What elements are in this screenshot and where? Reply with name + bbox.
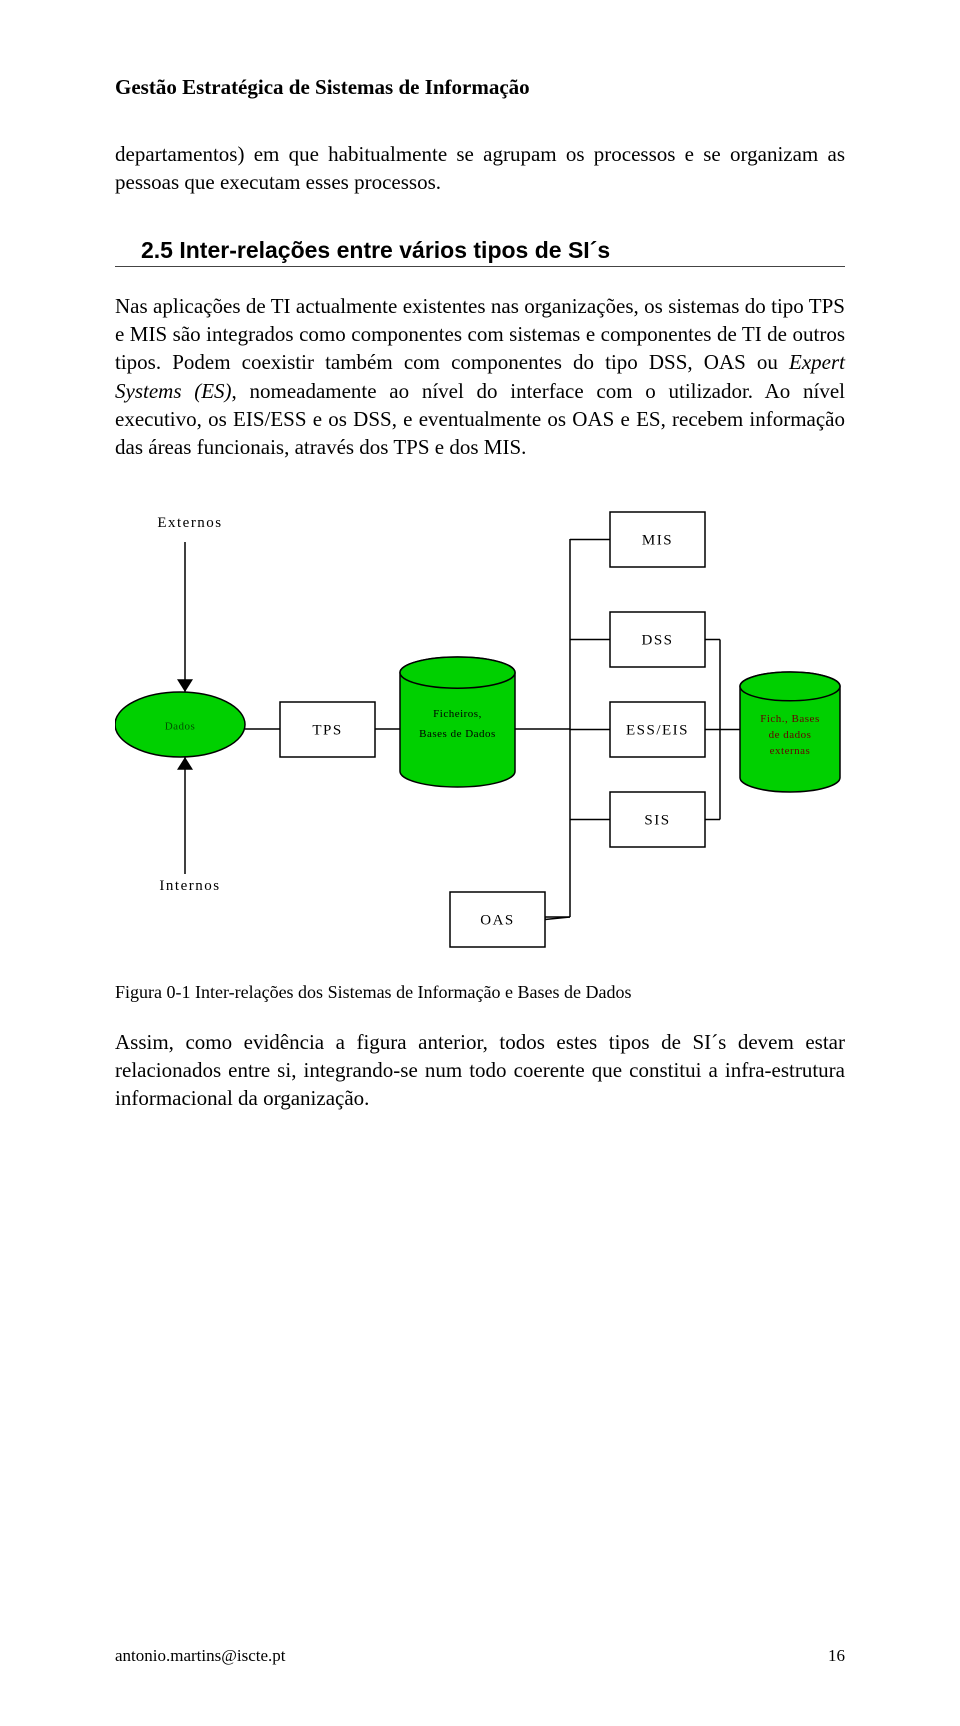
main-para-part1: Nas aplicações de TI actualmente existen… [115,294,845,375]
svg-text:TPS: TPS [312,722,342,738]
svg-text:ESS/EIS: ESS/EIS [626,722,689,738]
page-footer: antonio.martins@iscte.pt 16 [115,1646,845,1666]
svg-text:Ficheiros,: Ficheiros, [433,708,482,720]
footer-left: antonio.martins@iscte.pt [115,1646,286,1666]
diagram-container: Externos Internos Dados TPS Ficheiros, Bases … [115,497,845,957]
figure-caption: Figura 0-1 Inter-relações dos Sistemas d… [115,982,845,1003]
svg-text:OAS: OAS [480,912,515,928]
footer-right: 16 [828,1646,845,1666]
conclusion-paragraph: Assim, como evidência a figura anterior,… [115,1028,845,1113]
svg-text:externas: externas [770,745,811,757]
svg-text:Fich., Bases: Fich., Bases [760,713,819,725]
svg-text:Dados: Dados [165,720,196,732]
svg-text:SIS: SIS [644,812,670,828]
section-heading: 2.5 Inter-relações entre vários tipos de… [115,237,845,267]
svg-text:Bases de Dados: Bases de Dados [419,728,496,740]
svg-text:de dados: de dados [769,729,812,741]
svg-text:Internos: Internos [159,878,220,894]
main-paragraph: Nas aplicações de TI actualmente existen… [115,292,845,462]
page-title: Gestão Estratégica de Sistemas de Inform… [115,75,845,100]
svg-text:DSS: DSS [641,632,673,648]
diagram-svg: Externos Internos Dados TPS Ficheiros, Bases … [115,497,845,957]
svg-text:Externos: Externos [157,515,222,531]
svg-text:MIS: MIS [642,532,673,548]
intro-paragraph: departamentos) em que habitualmente se a… [115,140,845,197]
